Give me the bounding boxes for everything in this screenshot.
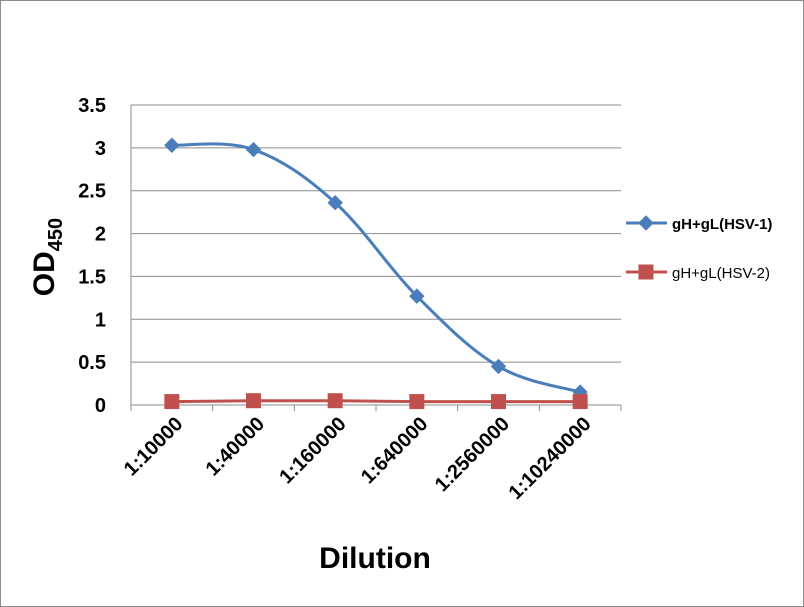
data-point-series-1 xyxy=(245,141,262,158)
series-markers xyxy=(164,137,588,410)
data-point-series-2 xyxy=(164,394,180,410)
data-point-series-1 xyxy=(490,358,507,375)
y-tick-label: 0.5 xyxy=(78,352,106,374)
x-tick-label: 1:160000 xyxy=(275,413,350,488)
x-tick-label: 1:10240000 xyxy=(505,413,596,504)
x-tick-label: 1:10000 xyxy=(120,413,187,480)
legend-label-2: gH+gL(HSV-2) xyxy=(672,265,770,282)
y-tick-label: 3 xyxy=(95,138,106,160)
data-point-series-2 xyxy=(491,394,506,410)
data-point-series-2 xyxy=(327,393,343,409)
legend-label-1: gH+gL(HSV-1) xyxy=(672,216,772,233)
series-line-1 xyxy=(171,142,581,394)
y-axis-title-main: OD xyxy=(28,251,61,296)
x-tick-label: 1:40000 xyxy=(202,413,269,480)
y-tick-label: 1.5 xyxy=(78,266,106,288)
y-tick-label: 2.5 xyxy=(78,181,106,203)
y-tick-label: 0 xyxy=(95,395,106,417)
gridlines xyxy=(130,104,621,406)
x-tick-label: 1:640000 xyxy=(357,413,432,488)
y-tick-label: 2 xyxy=(95,224,106,246)
y-axis-title-subscript: 450 xyxy=(45,218,67,251)
legend: gH+gL(HSV-1) gH+gL(HSV-2) xyxy=(626,215,772,282)
legend-marker-1 xyxy=(638,215,654,231)
series-line-2 xyxy=(171,399,581,404)
x-tick-label: 1:2560000 xyxy=(431,413,514,496)
x-axis-ticks: 1:10000 1:40000 1:160000 1:6400001:25600001… xyxy=(120,405,622,504)
y-tick-label: 1 xyxy=(95,309,106,331)
data-point-series-1 xyxy=(409,288,425,304)
y-axis-ticks: 0 0.5 1 1.5 2 2.5 3 3.5 xyxy=(78,95,106,417)
legend-marker-2 xyxy=(638,264,654,280)
data-point-series-1 xyxy=(164,137,180,153)
y-axis-title: OD450 xyxy=(28,218,67,296)
x-axis-title: Dilution xyxy=(319,542,431,575)
series-lines xyxy=(171,142,581,404)
data-point-series-2 xyxy=(572,394,588,410)
data-point-series-2 xyxy=(246,393,261,409)
data-point-series-2 xyxy=(409,394,425,410)
data-point-series-1 xyxy=(327,195,343,211)
y-tick-label: 3.5 xyxy=(78,95,106,117)
